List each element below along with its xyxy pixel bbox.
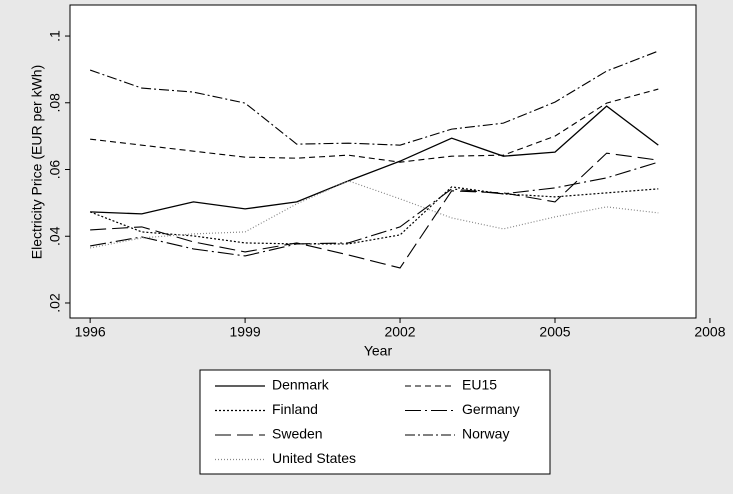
series-line xyxy=(90,180,659,249)
y-tick-label: .1 xyxy=(47,30,63,42)
legend-label: Germany xyxy=(462,401,520,417)
series-line xyxy=(90,105,659,215)
legend-label: Denmark xyxy=(272,377,330,393)
legend-label: Finland xyxy=(272,401,318,417)
series-line xyxy=(90,161,659,257)
series-line xyxy=(90,152,659,269)
legend-label: Norway xyxy=(462,426,509,442)
legend-label: United States xyxy=(272,450,356,466)
x-tick-label: 2005 xyxy=(539,324,570,340)
legend-label: EU15 xyxy=(462,377,497,393)
series-line xyxy=(89,50,659,146)
x-tick-label: 2008 xyxy=(694,324,725,340)
y-tick-label: .02 xyxy=(47,293,63,313)
legend xyxy=(199,369,551,475)
x-tick-label: 1999 xyxy=(230,324,261,340)
series-line xyxy=(89,186,659,245)
x-tick-label: 1996 xyxy=(75,324,106,340)
series-line xyxy=(90,88,659,163)
y-tick-label: .06 xyxy=(47,160,63,180)
y-tick-label: .08 xyxy=(47,93,63,113)
x-axis-title: Year xyxy=(364,343,393,359)
x-tick-label: 2002 xyxy=(384,324,415,340)
y-tick-label: .04 xyxy=(47,226,63,246)
y-axis-title: Electricity Price (EUR per kWh) xyxy=(29,65,45,259)
legend-label: Sweden xyxy=(272,426,323,442)
plot-area xyxy=(69,4,697,319)
